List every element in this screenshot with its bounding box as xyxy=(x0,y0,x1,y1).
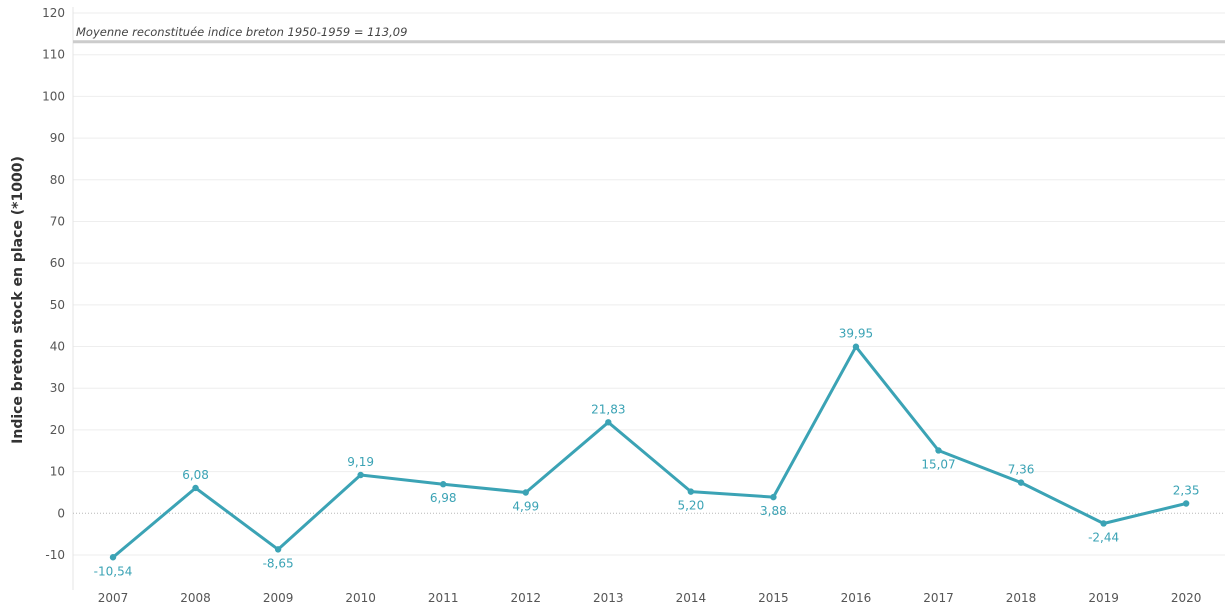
data-label: -2,44 xyxy=(1088,530,1119,544)
x-tick-label: 2018 xyxy=(1006,591,1037,605)
y-tick-label: 0 xyxy=(57,506,65,520)
series-line xyxy=(111,345,1188,559)
series-line-group xyxy=(111,345,1188,559)
y-tick-label: 10 xyxy=(50,465,65,479)
x-tick-label: 2014 xyxy=(676,591,707,605)
y-tick-label: 110 xyxy=(42,48,65,62)
data-label: 21,83 xyxy=(591,402,625,416)
y-tick-label: 20 xyxy=(50,423,65,437)
x-tick-label: 2008 xyxy=(180,591,211,605)
y-tick-label: -10 xyxy=(45,548,65,562)
x-tick-label: 2010 xyxy=(345,591,376,605)
data-label: 3,88 xyxy=(760,504,787,518)
data-point xyxy=(935,447,942,454)
x-tick-label: 2009 xyxy=(263,591,294,605)
x-tick-label: 2013 xyxy=(593,591,624,605)
y-axis-label: Indice breton stock en place (*1000) xyxy=(10,156,26,444)
x-axis-ticks: 2007 2008 2009 2010 2011 2012 2013 2014 2015 2016… xyxy=(98,591,1202,605)
y-tick-label: 80 xyxy=(50,173,65,187)
data-point xyxy=(687,488,695,495)
data-labels: -10,54 6,08 -8,65 9,19 6,98 4,99 21,83 5,20 3,88… xyxy=(94,327,1200,579)
y-tick-label: 60 xyxy=(50,256,65,270)
data-label: 4,99 xyxy=(512,500,539,514)
data-label: -10,54 xyxy=(94,564,133,578)
y-tick-label: 40 xyxy=(50,340,65,354)
y-tick-label: 50 xyxy=(50,298,65,312)
y-tick-label: 30 xyxy=(50,381,65,395)
data-point xyxy=(274,546,282,553)
y-tick-label: 90 xyxy=(50,131,65,145)
reference-line-label: Moyenne reconstituée indice breton 1950-… xyxy=(76,25,407,39)
data-point xyxy=(1100,520,1107,527)
data-label: 6,08 xyxy=(182,468,209,482)
data-point xyxy=(1182,500,1190,507)
data-point xyxy=(440,481,447,488)
y-axis-ticks: -10 0 10 20 30 40 50 60 70 80 90 100 110 120 xyxy=(42,6,65,562)
data-label: 5,20 xyxy=(677,499,704,513)
y-tick-label: 70 xyxy=(50,214,65,228)
x-tick-label: 2016 xyxy=(841,591,872,605)
x-tick-label: 2015 xyxy=(758,591,789,605)
data-point xyxy=(357,471,364,479)
data-point xyxy=(192,484,199,492)
x-tick-label: 2020 xyxy=(1171,591,1202,605)
data-point xyxy=(522,489,529,496)
data-label: 7,36 xyxy=(1008,463,1035,477)
x-tick-label: 2007 xyxy=(98,591,129,605)
x-tick-label: 2019 xyxy=(1088,591,1119,605)
x-tick-label: 2012 xyxy=(510,591,541,605)
data-point xyxy=(1017,479,1025,486)
data-point xyxy=(109,554,117,561)
data-point xyxy=(770,493,777,501)
data-label: -8,65 xyxy=(263,556,294,570)
data-point xyxy=(852,343,860,350)
x-tick-label: 2017 xyxy=(923,591,954,605)
data-label: 39,95 xyxy=(839,327,873,341)
x-tick-label: 2011 xyxy=(428,591,459,605)
data-label: 9,19 xyxy=(347,455,374,469)
data-point xyxy=(605,419,612,426)
data-label: 15,07 xyxy=(921,457,955,471)
data-points xyxy=(109,343,1190,561)
y-tick-label: 120 xyxy=(42,6,65,20)
data-label: 2,35 xyxy=(1173,484,1200,498)
gridlines xyxy=(72,7,1225,590)
y-tick-label: 100 xyxy=(42,89,65,103)
data-label: 6,98 xyxy=(430,491,457,505)
